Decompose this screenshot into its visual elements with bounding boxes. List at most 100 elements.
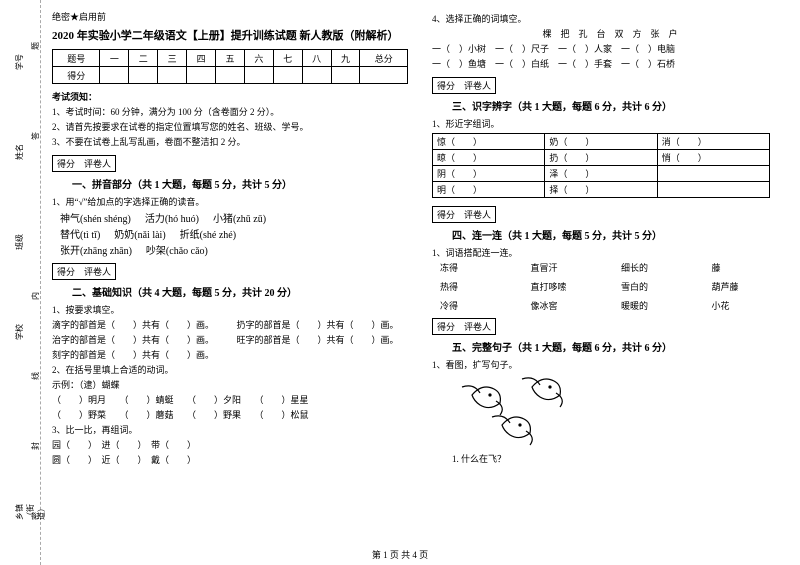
right-column: 4、选择正确的词填空。 棵 把 孔 台 双 方 张 户 一（ ）小树 一（ ）尺… xyxy=(420,10,800,468)
td xyxy=(657,166,769,182)
fill-line: 滴字的部首是（ ）共有（ ）画。 扔字的部首是（ ）共有（ ）画。 xyxy=(52,318,408,331)
fill-line: 一（ ）小树 一（ ）尺子 一（ ）人家 一（ ）电脑 xyxy=(432,42,788,55)
match-row: 冻得 直冒汗 细长的 藤 xyxy=(440,261,788,274)
item: 张开(zhāng zhān) xyxy=(60,242,132,257)
q2-1: 1、按要求填空。 xyxy=(52,303,408,316)
notes-head: 考试须知： xyxy=(52,90,408,103)
item: 奶奶(nǎi lài) xyxy=(114,226,165,241)
birds-icon xyxy=(452,375,788,450)
td: 悄（ ） xyxy=(657,150,769,166)
table-row: 明（ ） 择（ ） xyxy=(433,182,770,198)
page: 绝密★启用前 2020 年实验小学二年级语文【上册】提升训练试题 新人教版（附解… xyxy=(40,0,800,468)
table-row: 题号 一 二 三 四 五 六 七 八 九 总分 xyxy=(53,50,408,67)
fill-line: （ ）明月 （ ）蜻蜓 （ ）夕阳 （ ）星星 xyxy=(52,393,408,406)
td: 消（ ） xyxy=(657,134,769,150)
binding-mark: 密 xyxy=(30,512,41,520)
item: 冻得 xyxy=(440,261,517,274)
item: 直冒汗 xyxy=(531,261,608,274)
page-footer: 第 1 页 共 4 页 xyxy=(0,548,800,561)
binding-mark: 答 xyxy=(30,132,41,140)
grade-box: 得分 评卷人 xyxy=(432,318,496,335)
q2-2: 2、在括号里填上合适的动词。 xyxy=(52,363,408,376)
exam-title: 2020 年实验小学二年级语文【上册】提升训练试题 新人教版（附解析） xyxy=(52,27,408,43)
item: 暖暖的 xyxy=(621,299,698,312)
example: 示例：（逮）蝴蝶 xyxy=(52,378,408,391)
section-title-5: 五、完整句子（共 1 大题，每题 6 分，共计 6 分） xyxy=(452,339,788,354)
th: 一 xyxy=(100,50,129,67)
td: 泽（ ） xyxy=(545,166,657,182)
grade-box: 得分 评卷人 xyxy=(432,206,496,223)
fill-line: （ ）野菜 （ ）蘑菇 （ ）野果 （ ）松鼠 xyxy=(52,408,408,421)
note-line: 3、不要在试卷上乱写乱画，卷面不整洁扣 2 分。 xyxy=(52,135,408,148)
fill-line: 治字的部首是（ ）共有（ ）画。 旺字的部首是（ ）共有（ ）画。 xyxy=(52,333,408,346)
fill-line: 园（ ） 进（ ） 带（ ） xyxy=(52,438,408,451)
section-title-1: 一、拼音部分（共 1 大题，每题 5 分，共计 5 分） xyxy=(72,176,408,191)
q1-1: 1、用“√”给加点的字选择正确的读音。 xyxy=(52,195,408,208)
th: 二 xyxy=(129,50,158,67)
q2-3: 3、比一比，再组词。 xyxy=(52,423,408,436)
table-row: 得分 xyxy=(53,67,408,84)
section-title-4: 四、连一连（共 1 大题，每题 5 分，共计 5 分） xyxy=(452,227,788,242)
grade-box: 得分 评卷人 xyxy=(52,155,116,172)
secret-label: 绝密★启用前 xyxy=(52,10,408,23)
binding-mark: 封 xyxy=(30,442,41,450)
binding-margin: 题 学号 答 姓名 班级 内 学校 线 封 乡镇（街道） 密 xyxy=(0,0,41,565)
pinyin-row: 神气(shén shéng) 活力(hó huó) 小猪(zhū zū) xyxy=(60,210,408,225)
match-row: 冷得 像冰窖 暖暖的 小花 xyxy=(440,299,788,312)
td: 得分 xyxy=(53,67,100,84)
item: 直打哆嗦 xyxy=(531,280,608,293)
match-row: 热得 直打哆嗦 雪白的 葫芦藤 xyxy=(440,280,788,293)
item: 神气(shén shéng) xyxy=(60,210,131,225)
fill-line: 圆（ ） 近（ ） 戴（ ） xyxy=(52,453,408,466)
item: 像冰窖 xyxy=(531,299,608,312)
td: 阴（ ） xyxy=(433,166,545,182)
td: 明（ ） xyxy=(433,182,545,198)
item: 冷得 xyxy=(440,299,517,312)
q4-1: 1、词语搭配连一连。 xyxy=(432,246,788,259)
q4-sel: 4、选择正确的词填空。 xyxy=(432,12,788,25)
th: 题号 xyxy=(53,50,100,67)
left-column: 绝密★启用前 2020 年实验小学二年级语文【上册】提升训练试题 新人教版（附解… xyxy=(40,10,420,468)
th: 九 xyxy=(331,50,360,67)
item: 藤 xyxy=(712,261,789,274)
grade-box: 得分 评卷人 xyxy=(432,77,496,94)
note-line: 1、考试时间：60 分钟，满分为 100 分（含卷面分 2 分）。 xyxy=(52,105,408,118)
table-row: 惊（ ） 奶（ ） 消（ ） xyxy=(433,134,770,150)
td: 扔（ ） xyxy=(545,150,657,166)
char-table: 惊（ ） 奶（ ） 消（ ） 晾（ ） 扔（ ） 悄（ ） 阴（ ） 泽（ ） … xyxy=(432,133,770,198)
binding-mark: 内 xyxy=(30,292,41,300)
th: 四 xyxy=(187,50,216,67)
note-line: 2、请首先按要求在试卷的指定位置填写您的姓名、班级、学号。 xyxy=(52,120,408,133)
table-row: 晾（ ） 扔（ ） 悄（ ） xyxy=(433,150,770,166)
td: 晾（ ） xyxy=(433,150,545,166)
q5-1: 1、看图，扩写句子。 xyxy=(432,358,788,371)
pinyin-row: 张开(zhāng zhān) 吵架(chǎo cǎo) xyxy=(60,242,408,257)
th: 八 xyxy=(302,50,331,67)
q5-2: 1. 什么在飞？ xyxy=(452,452,788,465)
td: 奶（ ） xyxy=(545,134,657,150)
item: 雪白的 xyxy=(621,280,698,293)
bind-lbl-3: 学校 xyxy=(14,324,25,340)
item: 折纸(shé zhé) xyxy=(180,226,236,241)
q3-1: 1、形近字组词。 xyxy=(432,117,788,130)
item: 细长的 xyxy=(621,261,698,274)
item: 活力(hó huó) xyxy=(145,210,199,225)
td xyxy=(657,182,769,198)
exam-notes: 考试须知： 1、考试时间：60 分钟，满分为 100 分（含卷面分 2 分）。 … xyxy=(52,90,408,148)
th: 总分 xyxy=(360,50,408,67)
th: 五 xyxy=(216,50,245,67)
table-row: 阴（ ） 泽（ ） xyxy=(433,166,770,182)
item: 吵架(chǎo cǎo) xyxy=(146,242,208,257)
binding-mark: 线 xyxy=(30,372,41,380)
bind-lbl-2: 班级 xyxy=(14,234,25,250)
section-title-2: 二、基础知识（共 4 大题，每题 5 分，共计 20 分） xyxy=(72,284,408,299)
pinyin-row: 替代(tì tī) 奶奶(nǎi lài) 折纸(shé zhé) xyxy=(60,226,408,241)
binding-mark: 题 xyxy=(30,42,41,50)
word-bank: 棵 把 孔 台 双 方 张 户 xyxy=(432,27,788,40)
item: 葫芦藤 xyxy=(712,280,789,293)
bind-lbl-1: 姓名 xyxy=(14,144,25,160)
item: 小花 xyxy=(712,299,789,312)
th: 六 xyxy=(244,50,273,67)
td: 惊（ ） xyxy=(433,134,545,150)
section-title-3: 三、识字辨字（共 1 大题，每题 6 分，共计 6 分） xyxy=(452,98,788,113)
